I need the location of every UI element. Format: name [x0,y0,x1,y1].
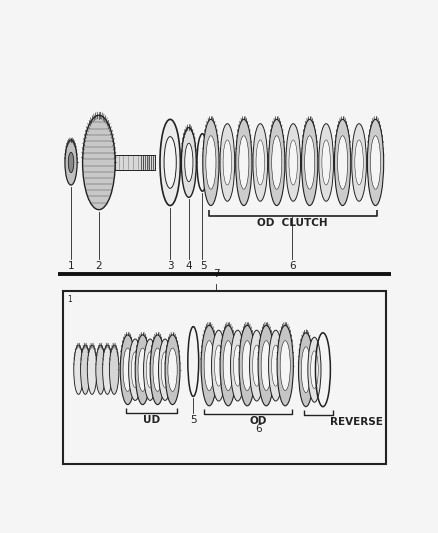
Ellipse shape [272,136,282,189]
Ellipse shape [256,140,265,185]
Ellipse shape [212,330,226,401]
Ellipse shape [123,348,132,391]
Ellipse shape [233,345,242,386]
Ellipse shape [286,124,300,201]
Ellipse shape [338,136,348,189]
Ellipse shape [319,124,333,201]
Ellipse shape [268,330,283,401]
Ellipse shape [301,119,318,206]
Ellipse shape [230,330,245,401]
Ellipse shape [135,335,150,405]
Text: 5: 5 [200,261,206,271]
Text: 6: 6 [289,261,296,271]
Ellipse shape [253,345,261,386]
Ellipse shape [215,345,223,386]
Ellipse shape [144,339,157,400]
Ellipse shape [129,339,142,400]
Ellipse shape [165,335,180,405]
Ellipse shape [159,339,172,400]
Ellipse shape [352,124,367,201]
Ellipse shape [301,347,311,393]
Ellipse shape [223,140,232,185]
Ellipse shape [160,119,180,206]
Ellipse shape [204,341,214,391]
FancyBboxPatch shape [63,290,386,464]
Text: REVERSE: REVERSE [330,417,382,427]
Text: 4: 4 [186,261,192,271]
Text: 1: 1 [68,261,74,271]
Text: 5: 5 [190,415,197,425]
Ellipse shape [304,136,315,189]
Ellipse shape [110,345,119,394]
Text: 1: 1 [67,295,72,304]
Ellipse shape [280,341,290,391]
Ellipse shape [87,345,97,394]
Ellipse shape [298,333,314,407]
Text: OD  CLUTCH: OD CLUTCH [257,219,328,228]
Ellipse shape [81,345,90,394]
Ellipse shape [150,335,165,405]
Ellipse shape [96,345,105,394]
Ellipse shape [168,348,177,391]
Ellipse shape [250,330,264,401]
Ellipse shape [308,337,321,402]
Ellipse shape [146,352,154,387]
Ellipse shape [239,136,249,189]
Text: 7: 7 [213,269,219,279]
Ellipse shape [239,325,255,406]
Ellipse shape [220,325,237,406]
Ellipse shape [311,351,318,389]
Ellipse shape [203,119,219,206]
Ellipse shape [223,341,233,391]
Ellipse shape [206,136,216,189]
Ellipse shape [83,115,115,209]
Text: UD: UD [143,415,160,425]
Ellipse shape [322,140,330,185]
Ellipse shape [185,143,193,182]
Ellipse shape [355,140,363,185]
Text: OD: OD [250,416,267,426]
Ellipse shape [289,140,297,185]
Ellipse shape [161,352,169,387]
Text: 3: 3 [167,261,173,271]
Text: 6: 6 [255,424,262,434]
Ellipse shape [236,119,252,206]
Ellipse shape [371,136,381,189]
Ellipse shape [253,124,268,201]
Ellipse shape [367,119,384,206]
Ellipse shape [102,345,112,394]
Ellipse shape [268,119,285,206]
Ellipse shape [277,325,293,406]
Ellipse shape [131,352,139,387]
Ellipse shape [258,325,274,406]
Ellipse shape [181,127,196,197]
FancyBboxPatch shape [115,155,155,170]
Ellipse shape [68,152,74,173]
Ellipse shape [65,140,77,185]
Ellipse shape [120,335,135,405]
Ellipse shape [153,348,162,391]
Ellipse shape [220,124,235,201]
Ellipse shape [261,341,271,391]
Ellipse shape [74,345,83,394]
Ellipse shape [138,348,147,391]
Ellipse shape [272,345,280,386]
Ellipse shape [201,325,217,406]
Ellipse shape [335,119,351,206]
Ellipse shape [242,341,252,391]
Ellipse shape [164,136,176,188]
Text: 2: 2 [95,261,102,271]
